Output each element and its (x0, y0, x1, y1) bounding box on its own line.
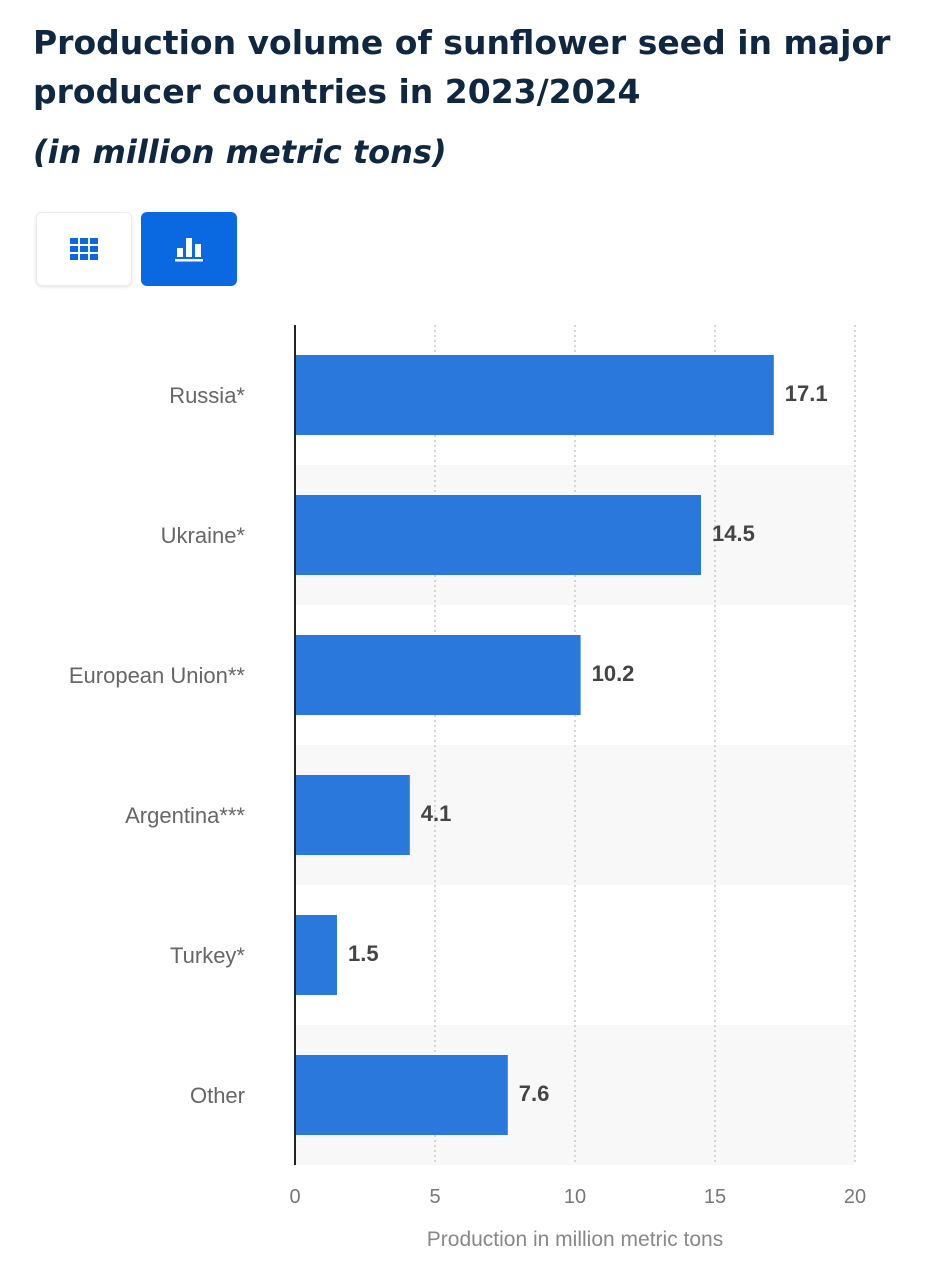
bar[interactable] (295, 775, 410, 855)
x-tick-label: 0 (289, 1186, 300, 1208)
category-label: European Union** (69, 663, 246, 688)
x-tick-label: 15 (704, 1186, 726, 1208)
bar[interactable] (295, 915, 337, 995)
bar[interactable] (295, 1055, 508, 1135)
x-tick-label: 10 (564, 1186, 586, 1208)
x-axis-title: Production in million metric tons (427, 1228, 723, 1251)
bar[interactable] (295, 635, 581, 715)
bar-chart-icon (175, 238, 203, 262)
bar[interactable] (295, 495, 701, 575)
table-grid-icon (70, 238, 98, 260)
x-tick-label: 5 (429, 1186, 440, 1208)
chart-subtitle: (in million metric tons) (33, 133, 447, 171)
category-label: Ukraine* (161, 523, 246, 548)
category-label: Russia* (169, 383, 245, 408)
category-label: Turkey* (170, 943, 245, 968)
category-label: Other (190, 1083, 245, 1108)
chart-view-button[interactable] (141, 212, 237, 286)
bar-value-label: 7.6 (519, 1081, 550, 1106)
bar-value-label: 17.1 (785, 381, 828, 406)
chart-title: Production volume of sunflower seed in m… (33, 23, 891, 111)
table-view-button[interactable] (36, 212, 132, 286)
x-tick-label: 20 (844, 1186, 866, 1208)
bar-value-label: 1.5 (348, 941, 379, 966)
bar-chart: 17.1 14.5 10.2 4.1 1.5 7.6 Russia* Ukraine* Eur… (69, 325, 866, 1251)
bar-value-label: 4.1 (421, 801, 452, 826)
bar-value-label: 10.2 (592, 661, 635, 686)
category-label: Argentina*** (125, 803, 245, 828)
bar-value-label: 14.5 (712, 521, 755, 546)
bar[interactable] (295, 355, 774, 435)
